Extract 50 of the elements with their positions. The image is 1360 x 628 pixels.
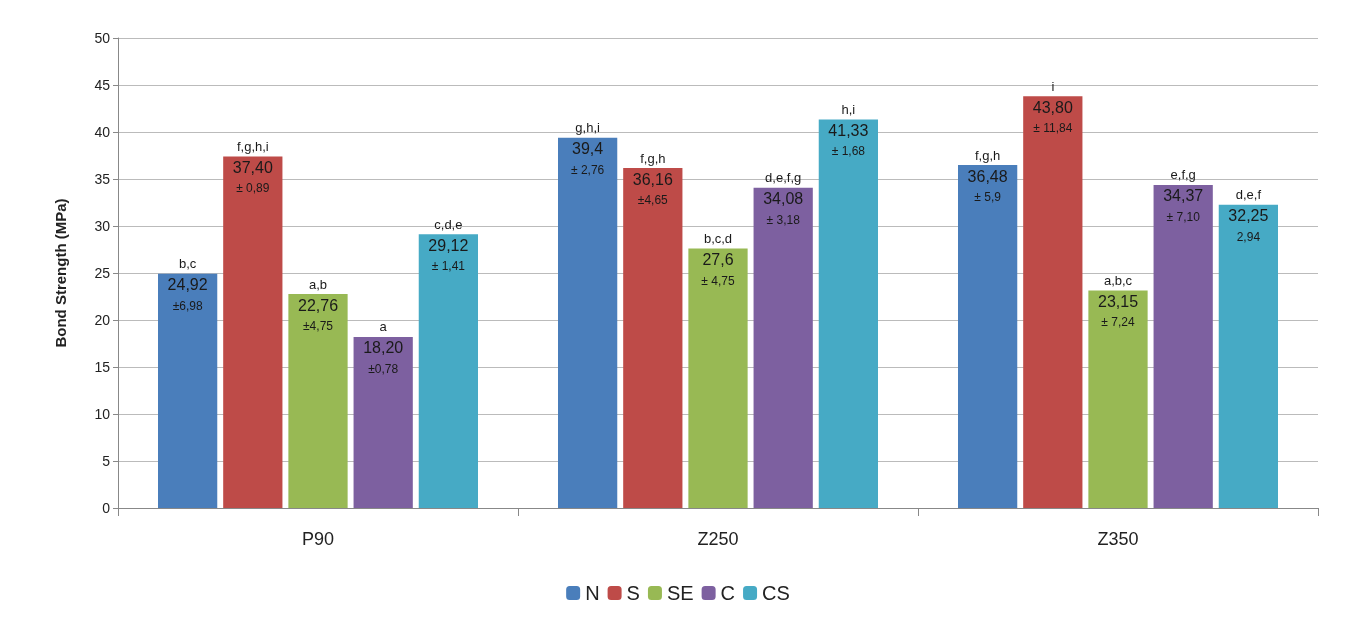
bar [288, 294, 348, 508]
bar [1153, 184, 1213, 508]
legend-label: CS [762, 582, 790, 604]
y-tick-label: 25 [94, 265, 111, 281]
legend-label: N [585, 582, 600, 604]
data-label: f,g,h 36,48 ± 5,9 [967, 147, 1008, 205]
y-tick-label: 20 [94, 312, 111, 328]
data-label: d,e,f,g 34,08 ± 3,18 [763, 170, 804, 227]
data-label: e,f,g 34,37 ± 7,10 [1163, 167, 1204, 224]
y-tick-label: 5 [102, 453, 111, 469]
data-label: c,d,e 29,12 ± 1,41 [428, 216, 469, 274]
data-label: b,c,d 27,6 ± 4,75 [701, 231, 735, 288]
bar [688, 248, 748, 508]
bar [1088, 290, 1148, 508]
bar [158, 273, 218, 508]
data-label: d,e,f 32,25 2,94 [1228, 187, 1269, 244]
y-tick-label: 45 [94, 77, 111, 93]
data-label: a,b 22,76 ±4,75 [297, 276, 339, 334]
y-tick-label: 10 [94, 406, 111, 422]
data-label: a,b,c 23,15 ± 7,24 [1097, 272, 1139, 330]
data-label: h,i 41,33 ± 1,68 [828, 102, 869, 159]
y-tick-label: 30 [94, 218, 111, 234]
x-tick-label: Z250 [697, 529, 739, 549]
bar [353, 336, 413, 508]
bar [418, 234, 478, 508]
bar [1023, 96, 1083, 508]
data-label: b,c 24,92 ±6,98 [167, 256, 208, 313]
y-tick-label: 15 [94, 359, 111, 375]
bar [623, 168, 683, 508]
bar [958, 165, 1018, 508]
data-label: f,g,h 36,16 ±4,65 [632, 150, 673, 208]
bar [818, 119, 878, 508]
y-tick-label: 50 [94, 30, 111, 46]
data-label: i 43,80 ± 11,84 [1032, 78, 1073, 136]
legend-label: S [626, 582, 640, 604]
y-tick-label: 40 [94, 124, 111, 140]
data-label: g,h,i 39,4 ± 2,76 [570, 120, 605, 177]
bar [753, 187, 813, 508]
y-axis-title: Bond Strength (MPa) [52, 198, 69, 348]
legend-label: SE [666, 582, 694, 604]
data-label: f,g,h,i 37,40 ± 0,89 [232, 138, 273, 196]
legend-label: C [720, 582, 736, 604]
x-tick-label: Z350 [1097, 529, 1139, 549]
bar [558, 137, 618, 508]
bar [223, 156, 283, 508]
y-tick-label: 0 [102, 500, 111, 516]
y-tick-label: 35 [94, 171, 111, 187]
data-label: a 18,20 ±0,78 [363, 319, 404, 376]
bar [1218, 204, 1278, 508]
x-tick-label: P90 [301, 529, 335, 549]
